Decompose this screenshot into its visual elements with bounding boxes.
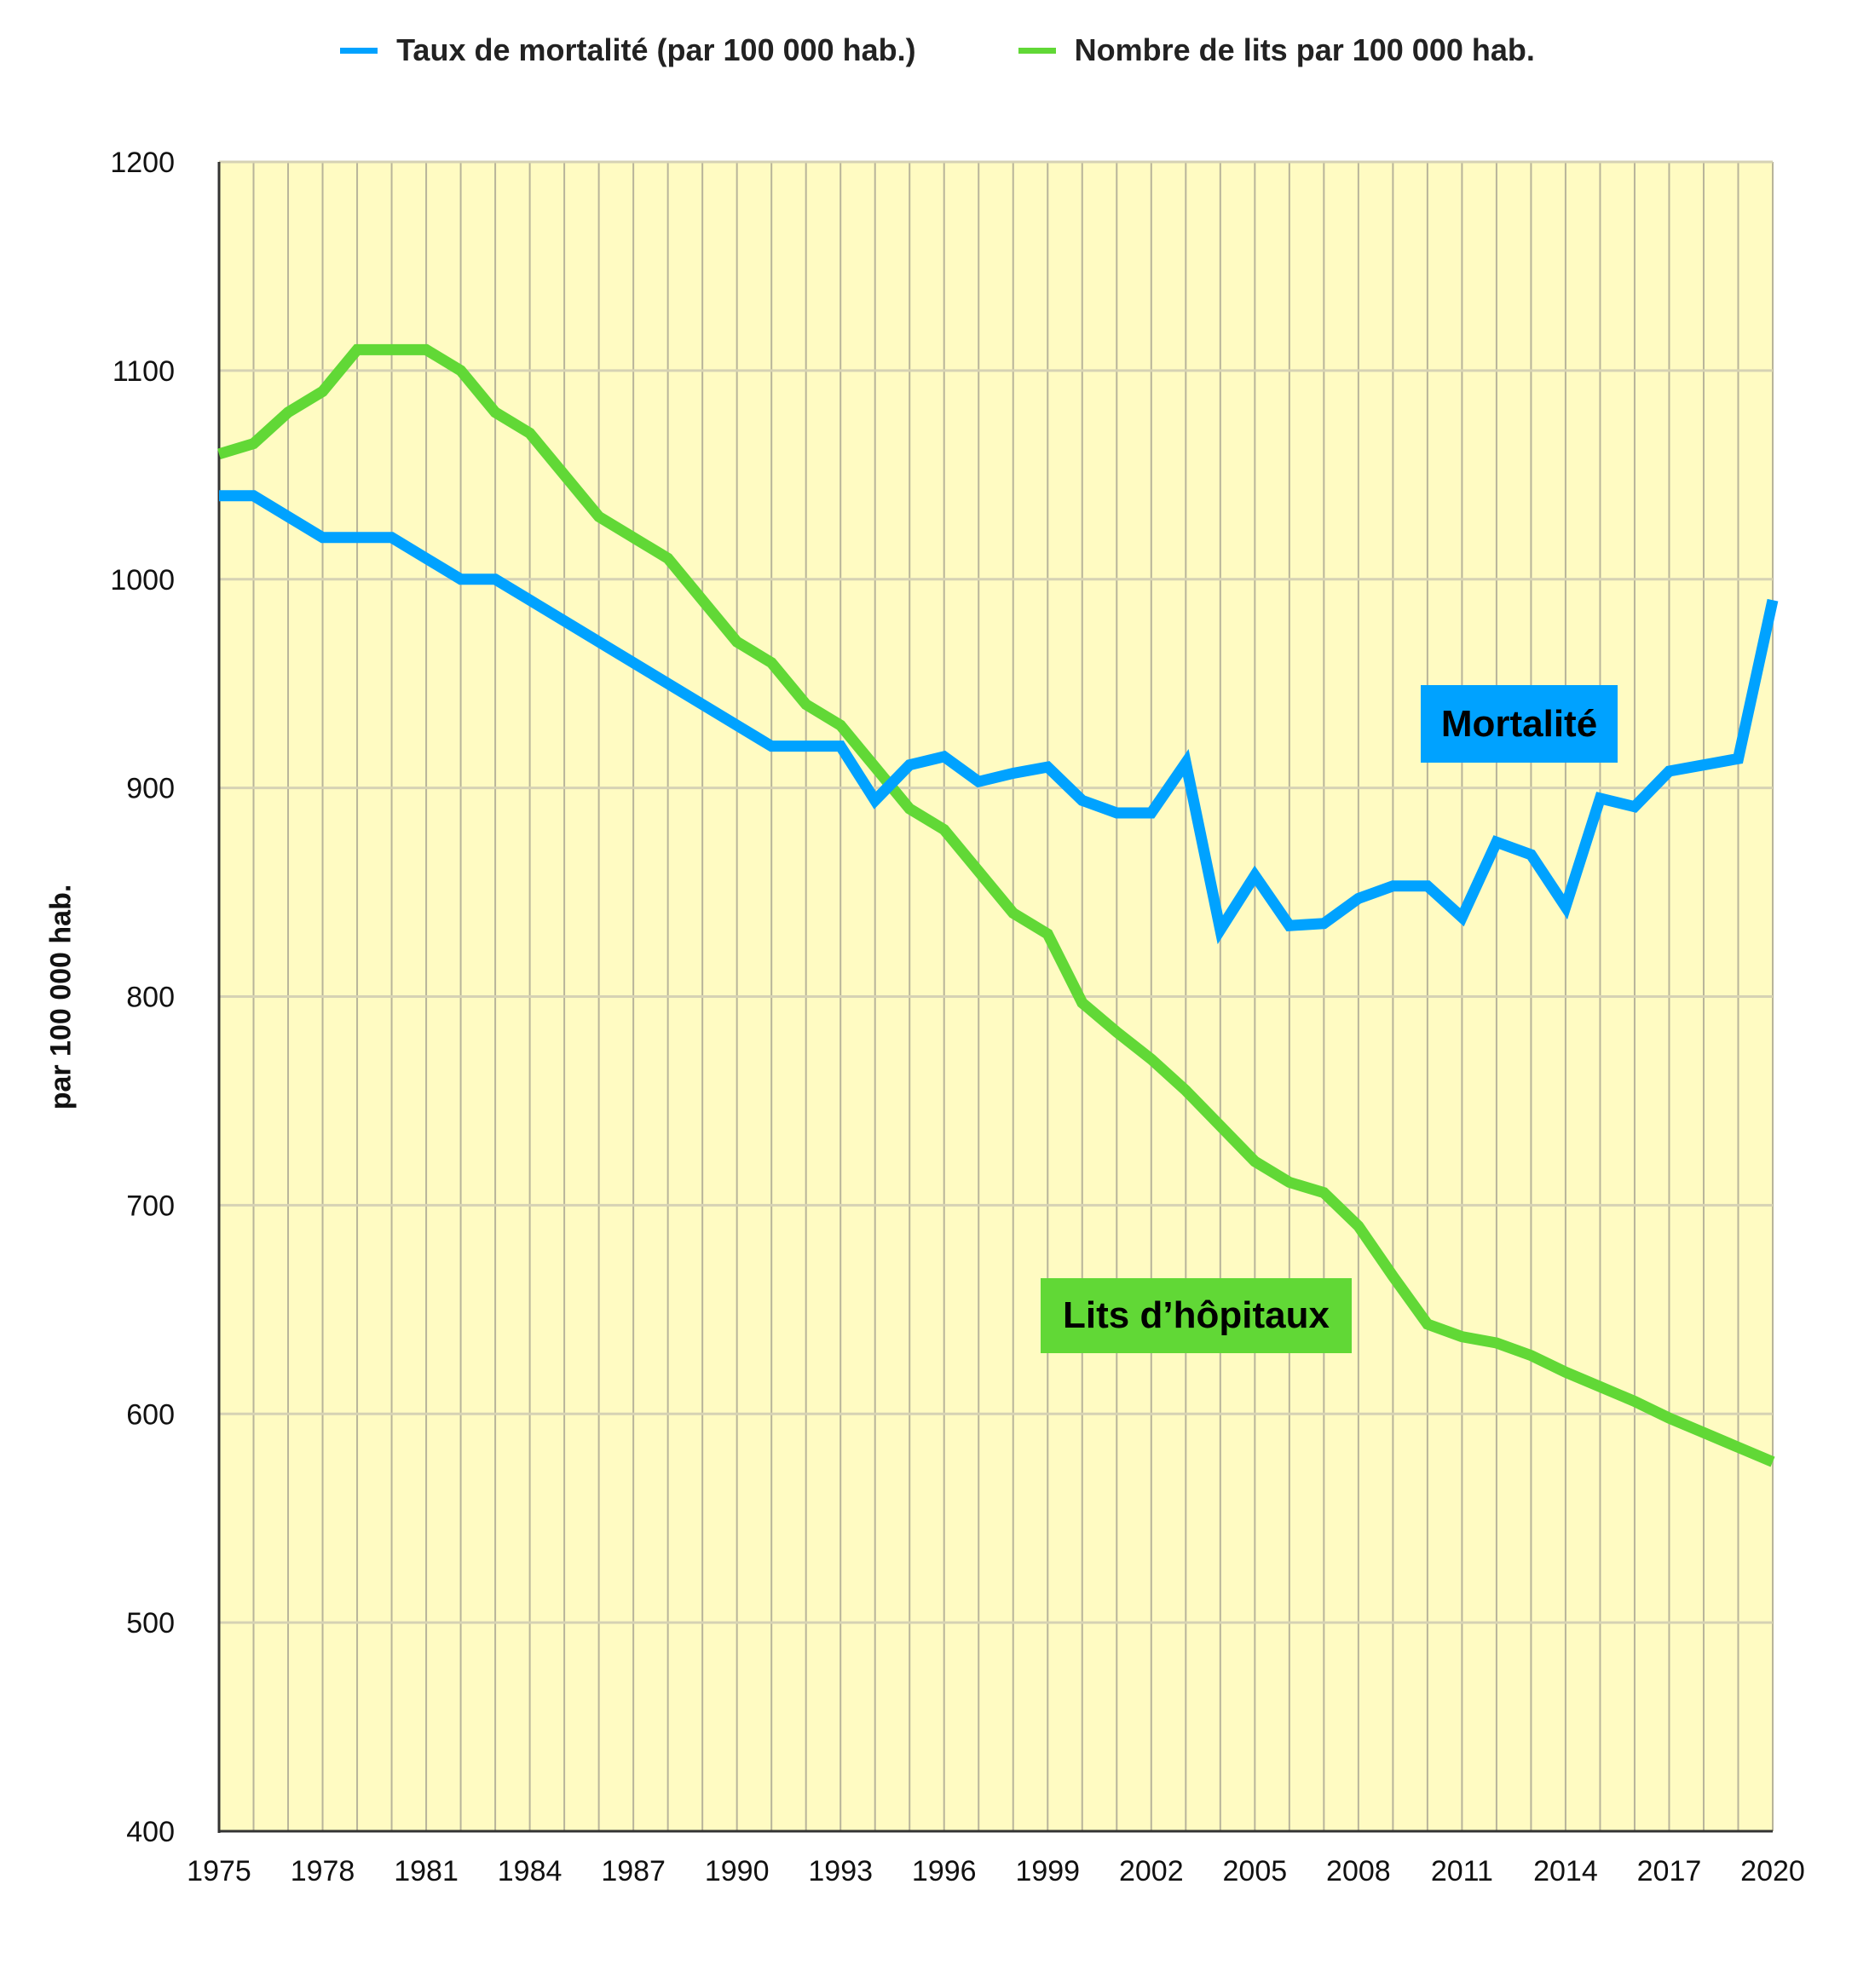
y-tick-label: 900 [126,773,175,805]
series-line-mortality [219,490,1779,945]
legend-swatch-mortality [340,47,378,54]
y-tick-label: 800 [126,982,175,1014]
x-tick-label: 2014 [1533,1855,1598,1887]
legend-swatch-beds [1018,47,1056,54]
legend-label-beds: Nombre de lits par 100 000 hab. [1074,32,1535,67]
annotation-beds: Lits d’hôpitaux [1041,1278,1352,1353]
y-tick-label: 1100 [112,355,175,388]
y-tick-label: 500 [126,1607,175,1639]
x-tick-label: 1984 [498,1855,562,1887]
legend-item-beds: Nombre de lits par 100 000 hab. [1018,32,1535,68]
legend-item-mortality: Taux de mortalité (par 100 000 hab.) [340,32,916,68]
y-tick-label: 1000 [110,564,175,596]
x-tick-label: 1999 [1015,1855,1080,1887]
legend-label-mortality: Taux de mortalité (par 100 000 hab.) [396,32,916,67]
y-tick-label: 400 [126,1816,175,1848]
series-line-beds [217,343,1775,1467]
x-tick-label: 1981 [394,1855,459,1887]
x-tick-label: 1975 [187,1855,251,1887]
y-tick-label: 1200 [110,147,175,179]
y-tick-label: 600 [126,1398,175,1431]
annotation-mortality: Mortalité [1421,685,1618,763]
x-tick-label: 1978 [291,1855,355,1887]
x-tick-label: 2020 [1740,1855,1805,1887]
x-tick-label: 1990 [705,1855,770,1887]
x-tick-label: 2011 [1431,1855,1493,1887]
x-tick-label: 1993 [808,1855,873,1887]
x-tick-label: 1996 [912,1855,977,1887]
x-tick-label: 2017 [1637,1855,1702,1887]
x-tick-label: 2008 [1326,1855,1391,1887]
x-tick-label: 2005 [1223,1855,1288,1887]
x-tick-label: 2002 [1119,1855,1184,1887]
y-axis-label: par 100 000 hab. [44,884,78,1110]
y-tick-label: 700 [126,1190,175,1222]
x-tick-label: 1987 [601,1855,666,1887]
legend: Taux de mortalité (par 100 000 hab.) Nom… [0,32,1875,68]
